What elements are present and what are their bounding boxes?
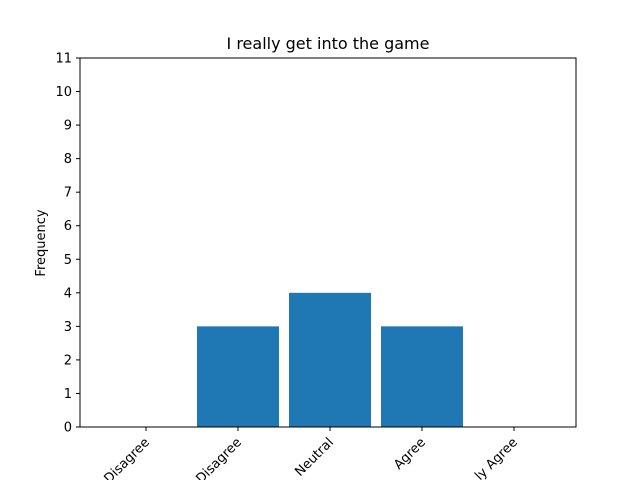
y-tick-label: 1 xyxy=(64,387,72,402)
y-tick-label: 6 xyxy=(64,219,72,234)
chart-title: I really get into the game xyxy=(227,34,430,53)
y-axis: 0 1 2 3 4 5 6 7 8 9 10 11 xyxy=(55,52,80,436)
bar-series xyxy=(197,292,463,427)
y-tick-label: 11 xyxy=(55,52,72,67)
bar-disagree xyxy=(197,326,279,427)
bar-agree xyxy=(381,326,463,427)
y-tick-label: 2 xyxy=(64,353,72,368)
y-tick-label: 9 xyxy=(64,119,72,134)
bar-neutral xyxy=(289,292,371,427)
y-tick-label: 0 xyxy=(64,421,72,436)
y-tick-label: 3 xyxy=(64,320,72,335)
y-tick-label: 7 xyxy=(64,186,72,201)
y-tick-label: 8 xyxy=(64,152,72,167)
plot-frame xyxy=(79,57,577,428)
y-tick-label: 5 xyxy=(64,253,72,268)
y-axis-label: Frequency xyxy=(34,209,49,276)
y-tick-label: 10 xyxy=(55,85,72,100)
y-tick-label: 4 xyxy=(64,286,72,301)
